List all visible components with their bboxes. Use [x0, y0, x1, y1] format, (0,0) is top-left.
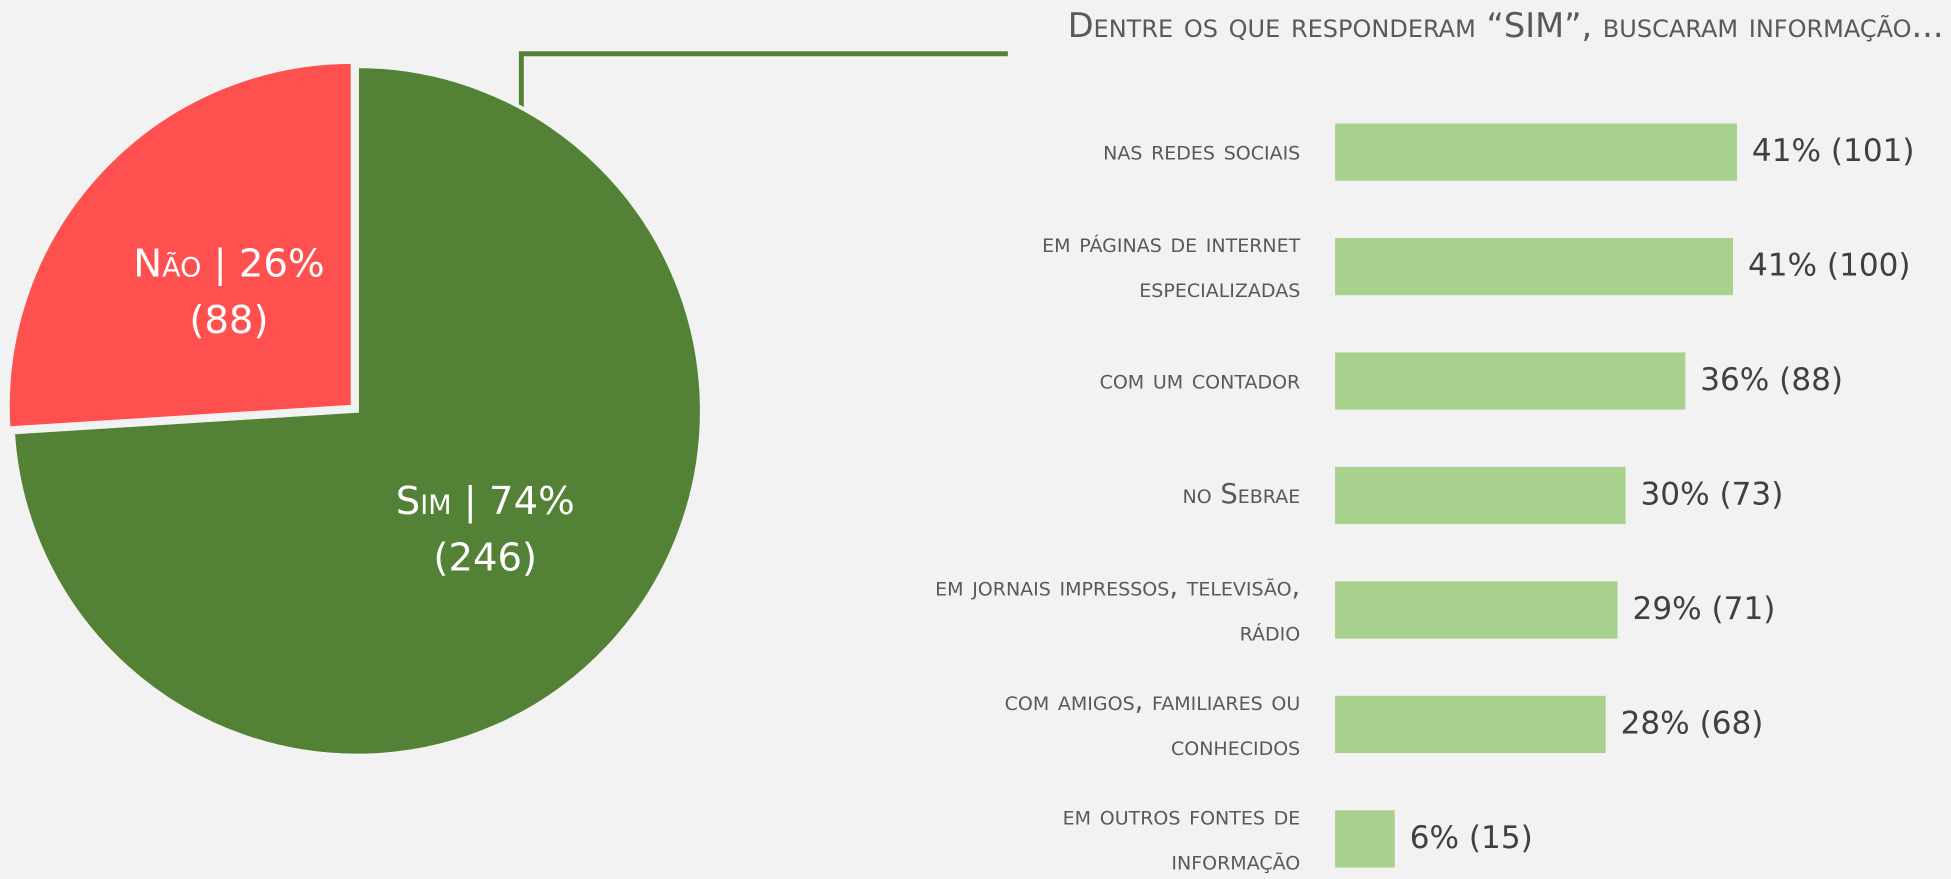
- value-label: 36% (88): [1700, 362, 1843, 398]
- slice-label: Sim | 74%: [396, 478, 575, 523]
- value-label: 41% (101): [1752, 133, 1915, 169]
- bar: [1335, 123, 1737, 181]
- bar: [1335, 581, 1618, 639]
- bar: [1335, 695, 1606, 754]
- slice-category: Não: [133, 241, 201, 286]
- slice-count: (246): [433, 536, 537, 581]
- value-label: 28% (68): [1621, 705, 1764, 741]
- value-label: 6% (15): [1410, 820, 1533, 856]
- pie-slice: [6, 60, 355, 431]
- bar-chart-title: Dentre os que responderam “SIM”, buscara…: [1068, 6, 1944, 45]
- category-label: no Sebrae: [1183, 479, 1301, 510]
- value-label: 30% (73): [1641, 476, 1784, 512]
- category-label: nas redes sociais: [1103, 136, 1300, 167]
- value-label: 41% (100): [1748, 248, 1911, 284]
- category-label: com um contador: [1100, 365, 1301, 396]
- category-label: com amigos, familiares ou conhecidos: [1005, 686, 1301, 762]
- separator: |: [201, 241, 239, 286]
- bar: [1335, 352, 1686, 410]
- bar: [1335, 466, 1626, 525]
- value-label: 29% (71): [1633, 591, 1776, 627]
- bar: [1335, 237, 1734, 296]
- slice-count: (88): [189, 298, 268, 343]
- connector: [518, 51, 1008, 110]
- category-label: em jornais impressos, televisão, rádio: [935, 571, 1300, 647]
- category-label: em outros fontes de informação: [1063, 800, 1301, 876]
- slice-percent: 74%: [489, 478, 575, 523]
- category-label: em páginas de internet especializadas: [1042, 228, 1300, 304]
- pie-slice: [11, 64, 704, 758]
- slice-category: Sim: [396, 478, 452, 523]
- bar: [1335, 810, 1395, 868]
- separator: |: [452, 478, 490, 523]
- slice-label: Não | 26%: [133, 241, 324, 286]
- slice-percent: 26%: [239, 241, 325, 286]
